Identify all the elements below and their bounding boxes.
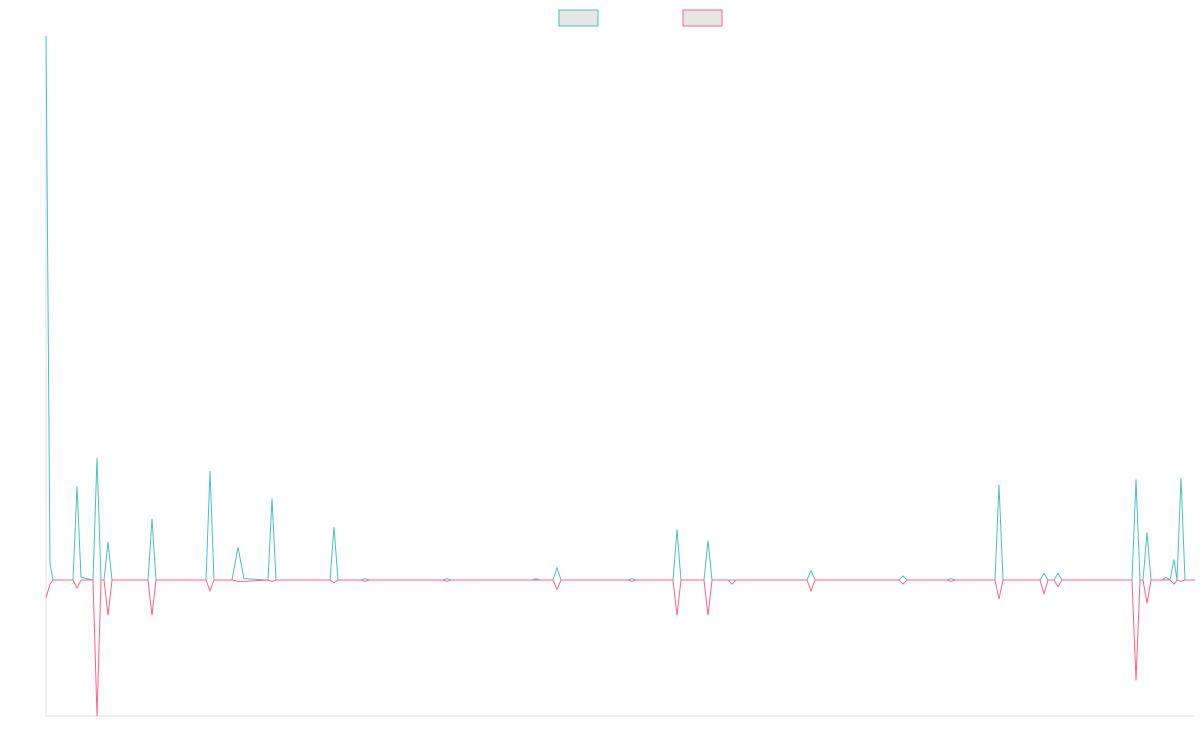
legend-swatch[interactable] [682,9,723,27]
legend-swatch[interactable] [558,9,599,27]
line-series [45,35,1195,581]
line-series [45,579,1195,717]
